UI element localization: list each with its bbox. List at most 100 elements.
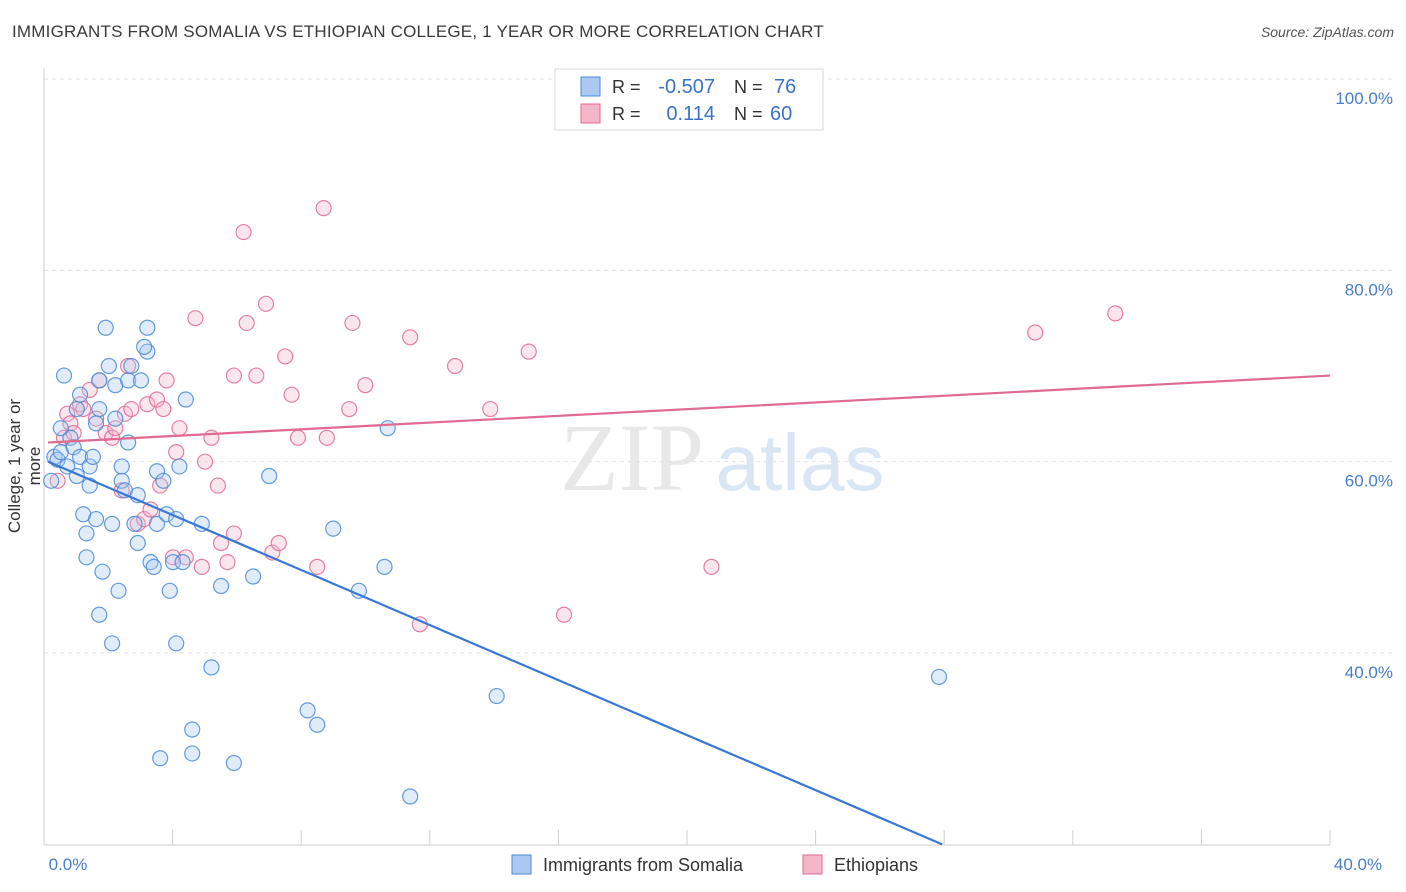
legend-swatch-ethiopia[interactable] [802, 854, 823, 875]
stats-n-value-somalia: 76 [774, 76, 796, 98]
stats-legend-swatch-ethiopia [580, 103, 601, 124]
somalia-point-71 [152, 750, 169, 767]
somalia-point-7 [65, 439, 82, 456]
somalia-point-75 [136, 338, 153, 355]
ethiopians-point-58 [555, 606, 573, 623]
stats-r-label-somalia: R = [612, 77, 641, 97]
x-ticks [172, 830, 1331, 845]
somalia-point-37 [129, 534, 146, 552]
somalia-point-59 [225, 754, 242, 772]
x-tick-labels: 0.0% 40.0% [49, 855, 1382, 874]
legend-label-ethiopia[interactable]: Ethiopians [834, 855, 918, 875]
y-tick-label-40: 40.0% [1345, 663, 1393, 682]
ethiopians-point-38 [235, 223, 252, 241]
ethiopians-point-24 [158, 372, 175, 389]
somalia-point-61 [261, 467, 278, 485]
somalia-point-45 [155, 472, 172, 489]
trend-lines [47, 374, 1331, 846]
somalia-point-28 [110, 582, 127, 599]
ethiopians-point-19 [139, 396, 156, 413]
somalia-point-18 [87, 510, 105, 528]
ethiopians-point-29 [187, 310, 204, 327]
ethiopians-point-31 [196, 453, 214, 470]
stats-legend-swatch-somalia [580, 76, 601, 97]
somalia-point-17 [84, 448, 101, 465]
watermark: ZIP atlas [560, 404, 884, 511]
somalia-point-29 [113, 472, 130, 489]
ethiopians-point-16 [123, 400, 140, 418]
stats-r-value-ethiopia: 0.114 [666, 103, 715, 125]
ethiopians-points [49, 200, 1124, 633]
ethiopians-point-48 [315, 200, 332, 217]
ethiopians-point-52 [357, 377, 374, 394]
ethiopians-point-43 [270, 534, 287, 552]
somalia-point-11 [71, 448, 89, 465]
somalia-point-19 [87, 415, 105, 432]
stats-n-label-somalia: N = [734, 77, 763, 97]
somalia-point-66 [376, 558, 393, 576]
ethiopians-point-56 [482, 400, 499, 418]
stats-r-value-somalia: -0.507 [658, 76, 715, 98]
somalia-point-22 [94, 563, 111, 580]
somalia-point-73 [91, 606, 108, 623]
somalia-point-62 [299, 702, 316, 719]
ethiopians-point-49 [318, 429, 335, 446]
somalia-point-69 [488, 687, 505, 705]
ethiopians-point-2 [59, 405, 76, 422]
trend-line-ethiopia [47, 374, 1331, 444]
somalia-point-67 [379, 420, 396, 437]
ethiopians-point-61 [1107, 305, 1124, 322]
ethiopians-point-40 [248, 367, 265, 384]
ethiopians-point-27 [171, 420, 188, 437]
somalia-point-51 [171, 458, 188, 475]
somalia-point-25 [103, 515, 121, 532]
legend-swatch-somalia[interactable] [511, 854, 532, 875]
legend-label-somalia[interactable]: Immigrants from Somalia [543, 855, 744, 875]
somalia-point-74 [52, 420, 69, 437]
somalia-point-53 [177, 391, 194, 408]
ethiopians-point-33 [209, 477, 226, 494]
somalia-point-52 [174, 554, 191, 571]
somalia-point-55 [184, 745, 201, 762]
somalia-point-40 [139, 319, 156, 336]
ethiopians-point-7 [81, 381, 98, 399]
watermark-zip: ZIP [560, 404, 704, 511]
somalia-point-0 [43, 472, 60, 489]
ethiopians-point-51 [344, 314, 361, 332]
ethiopians-point-35 [219, 554, 236, 571]
ethiopians-point-44 [277, 348, 294, 365]
ethiopians-point-3 [62, 415, 79, 432]
somalia-points [43, 319, 948, 805]
chart-source: Source: ZipAtlas.com [1260, 24, 1394, 40]
ethiopians-point-32 [203, 429, 220, 446]
ethiopians-point-46 [289, 429, 307, 446]
ethiopians-point-23 [155, 400, 172, 418]
somalia-point-9 [68, 400, 85, 418]
stats-legend: R = -0.507 N = 76 R = 0.114 N = 60 [554, 68, 824, 131]
trend-line-somalia [47, 460, 943, 846]
somalia-point-16 [81, 458, 98, 475]
y-tick-label-80: 80.0% [1345, 280, 1393, 299]
ethiopians-point-41 [257, 295, 275, 312]
y-tick-label-60: 60.0% [1345, 472, 1393, 491]
y-tick-labels: 40.0% 60.0% 80.0% 100.0% [1335, 89, 1393, 682]
stats-n-label-ethiopia: N = [734, 104, 763, 124]
ethiopians-point-21 [148, 391, 166, 408]
ethiopians-point-37 [225, 367, 242, 384]
somalia-point-10 [71, 386, 89, 403]
somalia-point-68 [402, 788, 419, 805]
somalia-point-4 [55, 367, 73, 384]
ethiopians-point-53 [402, 329, 419, 346]
somalia-point-43 [148, 463, 166, 480]
somalia-point-72 [103, 635, 121, 652]
somalia-point-34 [123, 357, 140, 375]
somalia-point-63 [309, 716, 326, 733]
watermark-atlas: atlas [716, 418, 885, 507]
somalia-point-42 [145, 558, 162, 576]
ethiopians-point-26 [168, 444, 185, 461]
x-tick-label-40: 40.0% [1334, 855, 1382, 874]
ethiopians-point-30 [193, 558, 210, 576]
somalia-point-50 [168, 635, 185, 652]
ethiopians-point-57 [520, 343, 537, 360]
